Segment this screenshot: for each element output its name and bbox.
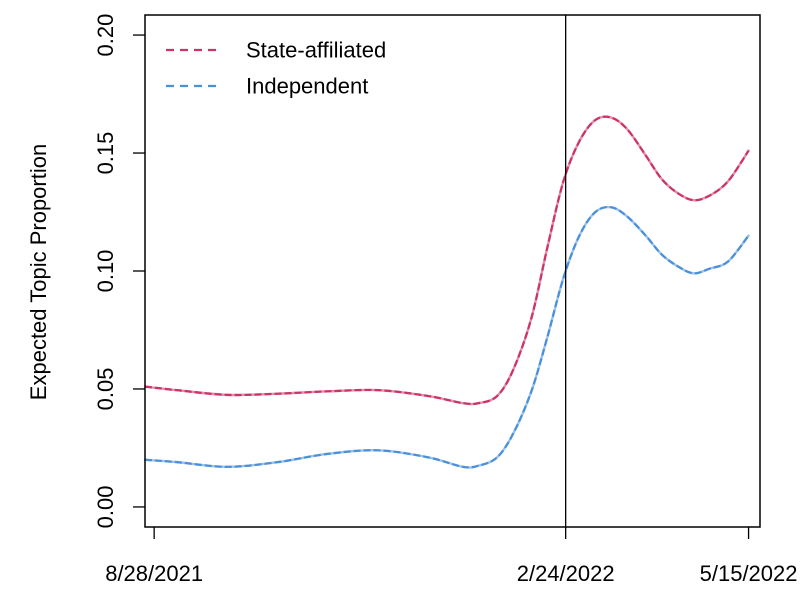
x-axis: 8/28/2021 2/24/2022 5/15/2022	[105, 527, 798, 586]
series-layer	[143, 115, 750, 469]
x-tick-label: 5/15/2022	[700, 561, 798, 586]
y-axis: 0.00 0.05 0.10 0.15 0.20	[93, 14, 145, 529]
legend: State-affiliated Independent	[166, 38, 386, 99]
x-tick-label: 8/28/2021	[105, 561, 203, 586]
y-tick-label: 0.05	[93, 368, 118, 411]
y-tick-label: 0.15	[93, 132, 118, 175]
x-tick-label: 2/24/2022	[517, 561, 615, 586]
legend-label-state-affiliated: State-affiliated	[246, 38, 386, 63]
y-axis-title: Expected Topic Proportion	[26, 144, 51, 400]
y-tick-label: 0.00	[93, 486, 118, 529]
legend-label-independent: Independent	[246, 74, 368, 99]
plot-frame	[144, 14, 761, 528]
y-tick-label: 0.20	[93, 14, 118, 57]
y-tick-label: 0.10	[93, 250, 118, 293]
series-dashed-line-independent	[144, 205, 750, 469]
series-dashed-line-state-affiliated	[144, 115, 750, 406]
